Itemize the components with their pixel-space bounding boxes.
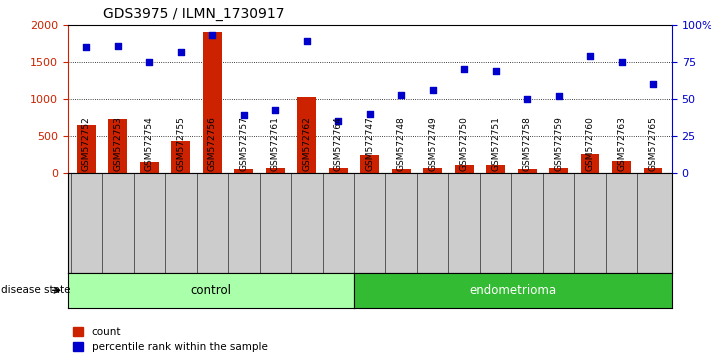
Point: [175, 49, 186, 55]
Bar: [266, 167, 284, 173]
Point: [616, 59, 627, 65]
Point: [647, 81, 658, 87]
Point: [364, 111, 375, 117]
Point: [81, 44, 92, 50]
Point: [427, 87, 439, 93]
Bar: [77, 125, 96, 173]
Bar: [140, 162, 159, 173]
Point: [144, 59, 155, 65]
Point: [207, 32, 218, 38]
Point: [521, 96, 533, 102]
Point: [459, 67, 470, 72]
Bar: [455, 165, 474, 173]
Bar: [297, 97, 316, 173]
Bar: [643, 167, 663, 173]
Bar: [328, 168, 348, 173]
Bar: [423, 167, 442, 173]
Point: [490, 68, 501, 74]
Point: [395, 92, 407, 97]
Bar: [203, 32, 222, 173]
Bar: [518, 169, 537, 173]
Bar: [109, 119, 127, 173]
Bar: [581, 154, 599, 173]
Bar: [612, 161, 631, 173]
Bar: [392, 169, 411, 173]
Text: disease state: disease state: [1, 285, 70, 295]
Point: [333, 119, 344, 124]
Point: [112, 43, 124, 48]
Point: [301, 38, 312, 44]
Point: [238, 113, 250, 118]
Point: [553, 93, 565, 99]
Point: [269, 107, 281, 112]
Text: endometrioma: endometrioma: [469, 284, 557, 297]
Bar: [171, 142, 191, 173]
Bar: [235, 169, 253, 173]
Legend: count, percentile rank within the sample: count, percentile rank within the sample: [73, 327, 267, 352]
Bar: [486, 165, 505, 173]
Text: control: control: [190, 284, 231, 297]
Point: [584, 53, 596, 59]
Text: GDS3975 / ILMN_1730917: GDS3975 / ILMN_1730917: [103, 7, 284, 21]
Bar: [549, 168, 568, 173]
Bar: [360, 155, 379, 173]
